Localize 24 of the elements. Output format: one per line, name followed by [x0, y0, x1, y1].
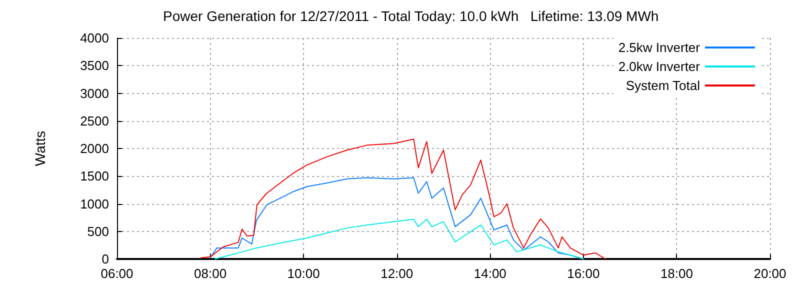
y-axis-title: Watts: [32, 130, 48, 166]
line-series: [214, 218, 584, 260]
legend-label: 2.0kw Inverter: [618, 59, 701, 74]
x-tick-label: 20:00: [754, 266, 786, 281]
y-tick-label: 3500: [80, 58, 109, 74]
y-tick-label: 1000: [80, 196, 109, 212]
y-tick-label: 3000: [80, 86, 109, 101]
line-series: [200, 138, 606, 260]
x-tick-label: 08:00: [194, 266, 227, 281]
legend-label: System Total: [626, 78, 700, 93]
y-tick-label: 0: [102, 252, 109, 266]
y-tick-label: 500: [87, 224, 109, 239]
y-tick-label: 1500: [80, 168, 109, 184]
x-tick-label: 18:00: [660, 266, 693, 281]
y-tick-label: 4000: [80, 30, 109, 46]
x-tick-label: 14:00: [474, 266, 506, 281]
legend-label: 2.5kw Inverter: [618, 40, 701, 55]
y-tick-label: 2500: [80, 113, 109, 128]
y-tick-label: 2000: [80, 141, 109, 156]
x-tick-label: 10:00: [287, 266, 320, 281]
x-tick-label: 06:00: [100, 266, 134, 281]
chart-title: Power Generation for 12/27/2011 - Total Today: 10.0 kWh Lifetime: 13.09 MWh: [163, 8, 659, 24]
x-tick-label: 12:00: [380, 266, 414, 281]
x-tick-label: 16:00: [567, 266, 600, 281]
